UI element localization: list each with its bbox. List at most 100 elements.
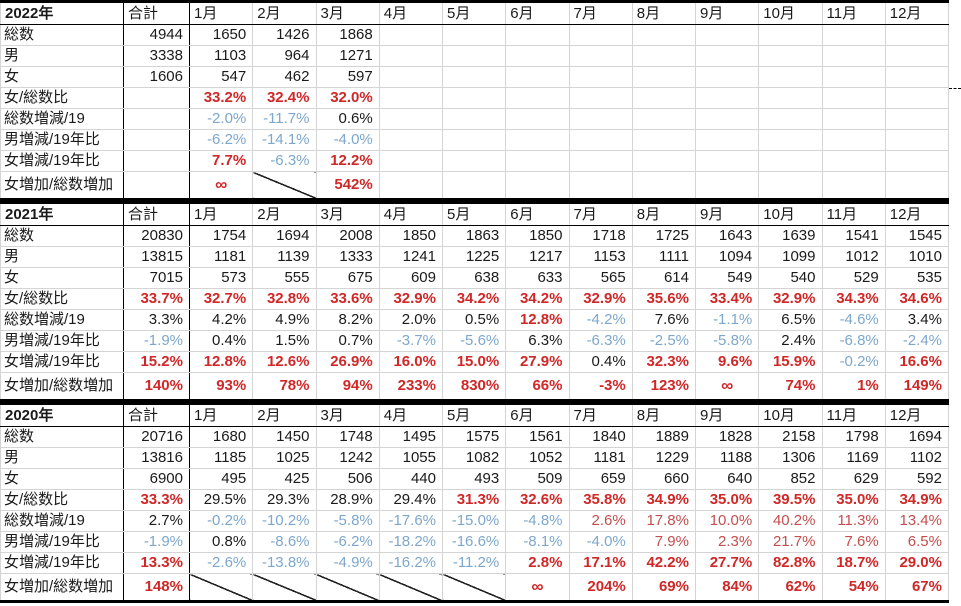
cell[interactable]: 573 xyxy=(188,267,254,289)
column-header[interactable]: 1月 xyxy=(188,202,254,226)
cell[interactable]: 1545 xyxy=(884,225,950,247)
cell[interactable] xyxy=(505,66,570,88)
cell[interactable] xyxy=(505,24,570,46)
cell[interactable]: 633 xyxy=(505,267,570,289)
cell[interactable] xyxy=(505,150,570,172)
cell[interactable]: -8.1% xyxy=(505,531,570,553)
diagonal-cell[interactable] xyxy=(188,573,254,602)
row-label[interactable]: 女/総数比 xyxy=(0,288,124,310)
cell[interactable]: 33.4% xyxy=(694,288,760,310)
cell[interactable]: 529 xyxy=(821,267,886,289)
cell[interactable]: 32.4% xyxy=(252,87,317,109)
column-header[interactable]: 8月 xyxy=(631,202,697,226)
cell[interactable]: 614 xyxy=(631,267,697,289)
cell[interactable]: 1850 xyxy=(378,225,444,247)
cell[interactable]: 4944 xyxy=(123,24,190,46)
year-label[interactable]: 2021年 xyxy=(0,202,124,226)
cell[interactable] xyxy=(631,66,697,88)
cell[interactable]: -17.6% xyxy=(378,510,444,532)
cell[interactable]: -13.8% xyxy=(252,552,317,574)
cell[interactable]: 1754 xyxy=(188,225,254,247)
cell[interactable]: 964 xyxy=(252,45,317,67)
cell[interactable]: 15.2% xyxy=(123,351,190,373)
column-header[interactable]: 6月 xyxy=(505,403,570,427)
cell[interactable] xyxy=(884,171,950,200)
cell[interactable]: 6.3% xyxy=(505,330,570,352)
cell[interactable] xyxy=(505,108,570,130)
cell[interactable]: -2.6% xyxy=(188,552,254,574)
cell[interactable]: 34.6% xyxy=(884,288,950,310)
cell[interactable]: 1229 xyxy=(631,447,697,469)
cell[interactable]: 629 xyxy=(821,468,886,490)
cell[interactable]: 4.2% xyxy=(188,309,254,331)
cell[interactable]: 40.2% xyxy=(758,510,823,532)
column-header[interactable]: 10月 xyxy=(758,403,823,427)
cell[interactable]: 547 xyxy=(188,66,254,88)
cell[interactable]: 2158 xyxy=(758,426,823,448)
cell[interactable]: -18.2% xyxy=(378,531,444,553)
cell[interactable]: 94% xyxy=(315,372,380,401)
cell[interactable]: 16.6% xyxy=(884,351,950,373)
cell[interactable]: 1111 xyxy=(631,246,697,268)
cell[interactable]: 32.9% xyxy=(378,288,444,310)
row-label[interactable]: 男増減/19年比 xyxy=(0,330,124,352)
row-label[interactable]: 総数 xyxy=(0,426,124,448)
cell[interactable]: 1082 xyxy=(441,447,507,469)
cell[interactable]: 27.7% xyxy=(694,552,760,574)
diagonal-cell[interactable] xyxy=(252,573,317,602)
cell[interactable]: 17.1% xyxy=(568,552,633,574)
cell[interactable]: 2.3% xyxy=(694,531,760,553)
cell[interactable]: 1181 xyxy=(188,246,254,268)
cell[interactable]: 1426 xyxy=(252,24,317,46)
cell[interactable]: 32.0% xyxy=(315,87,380,109)
cell[interactable]: 592 xyxy=(884,468,950,490)
cell[interactable]: 29.5% xyxy=(188,489,254,511)
cell[interactable]: 0.5% xyxy=(441,309,507,331)
cell[interactable]: 66% xyxy=(505,372,570,401)
cell[interactable]: 20830 xyxy=(123,225,190,247)
cell[interactable] xyxy=(758,87,823,109)
cell[interactable] xyxy=(694,129,760,151)
cell[interactable] xyxy=(821,66,886,88)
cell[interactable]: -8.6% xyxy=(252,531,317,553)
cell[interactable]: 33.7% xyxy=(123,288,190,310)
cell[interactable]: 32.9% xyxy=(758,288,823,310)
cell[interactable]: -6.2% xyxy=(315,531,380,553)
cell[interactable] xyxy=(694,24,760,46)
column-header[interactable]: 6月 xyxy=(505,202,570,226)
cell[interactable]: -2.5% xyxy=(631,330,697,352)
cell[interactable]: 39.5% xyxy=(758,489,823,511)
column-header[interactable]: 合計 xyxy=(123,403,190,427)
cell[interactable]: -11.7% xyxy=(252,108,317,130)
cell[interactable] xyxy=(694,171,760,200)
cell[interactable] xyxy=(505,87,570,109)
cell[interactable]: 549 xyxy=(694,267,760,289)
cell[interactable]: -4.0% xyxy=(315,129,380,151)
cell[interactable]: 565 xyxy=(568,267,633,289)
cell[interactable]: 535 xyxy=(884,267,950,289)
row-label[interactable]: 女 xyxy=(0,66,124,88)
cell[interactable]: -4.6% xyxy=(821,309,886,331)
column-header[interactable]: 4月 xyxy=(378,202,444,226)
cell[interactable]: 1694 xyxy=(884,426,950,448)
cell[interactable]: 1153 xyxy=(568,246,633,268)
cell[interactable]: ∞ xyxy=(505,573,570,602)
cell[interactable] xyxy=(123,108,190,130)
cell[interactable]: 555 xyxy=(252,267,317,289)
cell[interactable] xyxy=(568,171,633,200)
cell[interactable] xyxy=(758,24,823,46)
cell[interactable]: 78% xyxy=(252,372,317,401)
cell[interactable]: 13.4% xyxy=(884,510,950,532)
cell[interactable]: ∞ xyxy=(188,171,254,200)
cell[interactable]: 2008 xyxy=(315,225,380,247)
row-label[interactable]: 総数 xyxy=(0,24,124,46)
cell[interactable]: 13816 xyxy=(123,447,190,469)
cell[interactable]: 1271 xyxy=(315,45,380,67)
cell[interactable] xyxy=(568,87,633,109)
column-header[interactable]: 7月 xyxy=(568,1,633,25)
row-label[interactable]: 女増加/総数増加 xyxy=(0,171,124,200)
cell[interactable]: 33.6% xyxy=(315,288,380,310)
row-label[interactable]: 総数 xyxy=(0,225,124,247)
cell[interactable] xyxy=(631,45,697,67)
cell[interactable]: 2.0% xyxy=(378,309,444,331)
